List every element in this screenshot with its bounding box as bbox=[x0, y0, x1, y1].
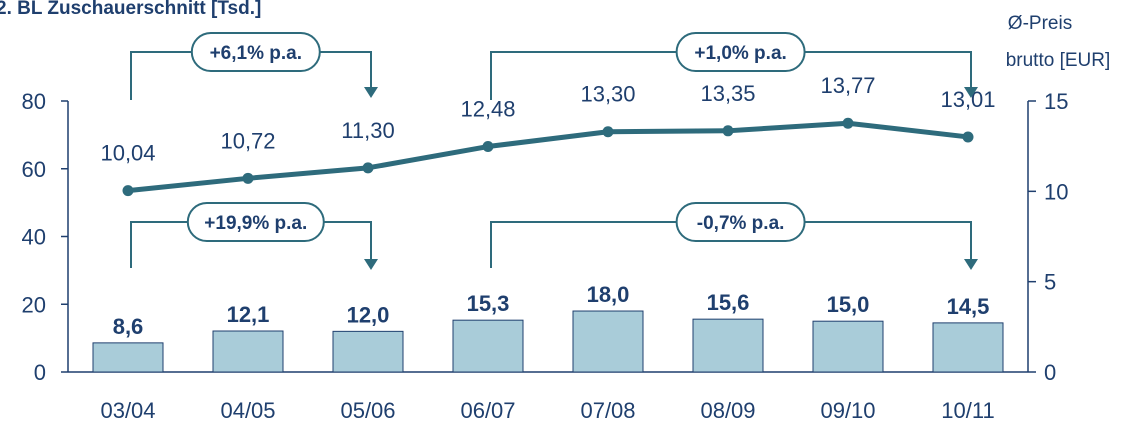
price-line bbox=[122, 117, 974, 197]
annotation-box bbox=[190, 32, 321, 72]
price-point bbox=[962, 131, 974, 143]
bars bbox=[92, 310, 1004, 373]
y-right-tick-label: 0 bbox=[1044, 360, 1056, 385]
bar-value-label: 15,3 bbox=[467, 291, 510, 316]
y2-unit-line2: brutto [EUR] bbox=[1006, 50, 1111, 71]
price-value-label: 13,77 bbox=[820, 73, 875, 98]
annotation-arrowhead bbox=[964, 87, 978, 98]
bar bbox=[212, 330, 284, 373]
y-left-tick-label: 40 bbox=[22, 225, 46, 250]
y2-unit-line1: Ø-Preis bbox=[1008, 13, 1072, 34]
price-value-label: 10,04 bbox=[100, 141, 155, 166]
x-tick-label: 10/11 bbox=[941, 398, 994, 423]
price-point bbox=[602, 126, 614, 138]
price-value-label: 11,30 bbox=[341, 118, 394, 143]
axes: 0 20 40 60 80 0 5 10 15 03/04 04/05 05/06 06/07 07/08… bbox=[22, 89, 1069, 423]
bar bbox=[452, 319, 524, 373]
price-point bbox=[242, 172, 254, 184]
bar bbox=[932, 322, 1004, 373]
price-value-label: 13,30 bbox=[580, 82, 635, 107]
x-tick-label: 04/05 bbox=[220, 398, 275, 423]
y-left-tick-label: 20 bbox=[22, 292, 46, 317]
x-tick-label: 05/06 bbox=[340, 398, 395, 423]
price-value-label: 12,48 bbox=[460, 97, 515, 122]
annotation-label: +1,0% p.a. bbox=[694, 43, 786, 64]
price-value-label: 10,72 bbox=[220, 128, 275, 153]
price-point bbox=[362, 162, 374, 174]
chart-title: 2. BL Zuschauerschnitt [Tsd.] bbox=[0, 0, 261, 19]
x-tick-label: 03/04 bbox=[100, 398, 155, 423]
bar bbox=[572, 310, 644, 373]
y-left-tick-label: 80 bbox=[22, 89, 46, 114]
bar bbox=[92, 342, 164, 373]
price-line-path bbox=[127, 120, 969, 194]
y-right-tick-label: 10 bbox=[1044, 179, 1068, 204]
annotation-label: +19,9% p.a. bbox=[204, 213, 307, 234]
bar-value-label: 15,0 bbox=[827, 292, 870, 317]
price-point bbox=[722, 125, 734, 137]
x-tick-label: 09/10 bbox=[820, 398, 875, 423]
y-right-tick-label: 15 bbox=[1044, 89, 1068, 114]
price-value-label: 13,35 bbox=[700, 81, 755, 106]
annotation-arrowhead bbox=[364, 87, 378, 98]
bar bbox=[812, 320, 884, 373]
data-labels: 8,6 12,1 12,0 15,3 18,0 15,6 15,0 14,5 10,04 10,7… bbox=[100, 73, 995, 339]
annotation-label: +6,1% p.a. bbox=[210, 43, 302, 64]
bar-value-label: 14,5 bbox=[947, 294, 990, 319]
annotation-box bbox=[675, 202, 806, 242]
price-point bbox=[842, 117, 854, 129]
bar-value-label: 12,1 bbox=[227, 302, 270, 327]
y-left-tick-label: 0 bbox=[34, 360, 46, 385]
bar-value-label: 8,6 bbox=[113, 314, 144, 339]
annotations: +6,1% p.a. +1,0% p.a. +19,9% p.a. -0,7% p.a… bbox=[130, 32, 978, 270]
y-right-tick-label: 5 bbox=[1044, 270, 1056, 295]
annotation-arrowhead bbox=[364, 259, 378, 270]
annotation-box bbox=[675, 32, 806, 72]
annotation-label: -0,7% p.a. bbox=[697, 213, 785, 234]
x-tick-label: 08/09 bbox=[700, 398, 755, 423]
y-left-tick-label: 60 bbox=[22, 157, 46, 182]
bar-value-label: 18,0 bbox=[587, 282, 630, 307]
bar bbox=[332, 330, 404, 373]
bar-value-label: 15,6 bbox=[707, 290, 750, 315]
annotation-box bbox=[186, 202, 325, 242]
bar-value-label: 12,0 bbox=[347, 302, 390, 327]
bar bbox=[692, 318, 764, 373]
x-tick-label: 06/07 bbox=[460, 398, 515, 423]
x-tick-label: 07/08 bbox=[580, 398, 635, 423]
price-point bbox=[482, 141, 494, 153]
price-point bbox=[122, 185, 134, 197]
annotation-arrowhead bbox=[964, 259, 978, 270]
